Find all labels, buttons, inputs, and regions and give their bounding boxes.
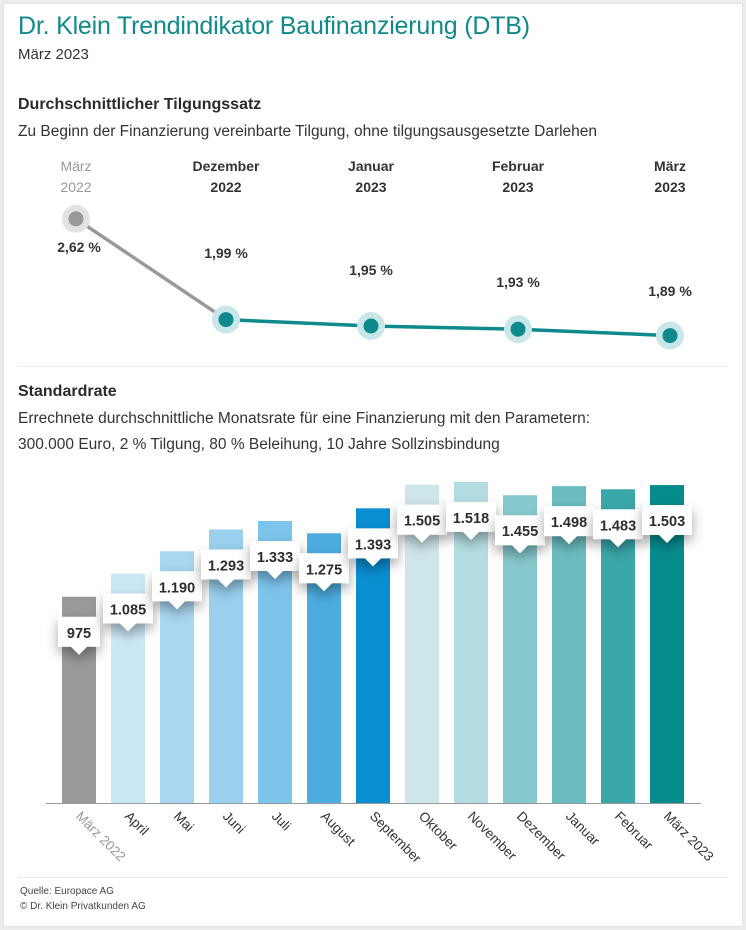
section-desc-line-1: Errechnete durchschnittliche Monatsrate … bbox=[18, 410, 591, 427]
category-month-label: März bbox=[60, 158, 91, 174]
callout-box bbox=[446, 501, 496, 540]
data-value-label: 1.503 bbox=[649, 514, 685, 530]
data-label-callout bbox=[593, 509, 643, 548]
category-month-label: Dezember bbox=[193, 158, 260, 174]
data-value-label: 1.275 bbox=[306, 562, 342, 578]
x-tick-label: Juli bbox=[269, 809, 294, 834]
callout-box bbox=[201, 549, 251, 588]
page-title: Dr. Klein Trendindikator Baufinanzierung… bbox=[18, 12, 530, 40]
data-value-label: 1.393 bbox=[355, 537, 391, 553]
data-label-callout bbox=[152, 571, 202, 610]
x-tick-label: April bbox=[122, 809, 152, 839]
x-tick-label: Dezember bbox=[514, 809, 569, 864]
x-tick-label: August bbox=[318, 809, 359, 850]
x-tick-label: März 2022 bbox=[73, 809, 129, 865]
data-value-label: 1.518 bbox=[453, 511, 489, 527]
data-value-label: 1.483 bbox=[600, 518, 636, 534]
x-tick-label: Februar bbox=[612, 809, 656, 853]
callout-box bbox=[544, 506, 594, 545]
callout-box bbox=[593, 509, 643, 548]
data-value-label: 975 bbox=[67, 626, 91, 642]
footer-copyright: © Dr. Klein Privatkunden AG bbox=[20, 901, 146, 912]
category-month-label: März bbox=[654, 158, 686, 174]
callout-box bbox=[495, 515, 545, 554]
data-value-label: 1.498 bbox=[551, 515, 587, 531]
footer-source: Quelle: Europace AG bbox=[20, 886, 114, 897]
page-subtitle: März 2023 bbox=[18, 46, 89, 63]
line-series-teal bbox=[225, 317, 671, 338]
callout-box bbox=[58, 616, 100, 655]
data-label-callout bbox=[544, 506, 594, 545]
data-point bbox=[662, 328, 678, 344]
x-tick-label: Mai bbox=[171, 809, 197, 835]
callout-box bbox=[250, 541, 300, 580]
data-label-callout bbox=[58, 616, 100, 655]
data-value-label: 1,99 % bbox=[204, 245, 248, 261]
data-label-callout bbox=[103, 593, 153, 632]
data-value-label: 1.333 bbox=[257, 550, 293, 566]
x-tick-label: Oktober bbox=[416, 809, 461, 854]
data-value-label: 1.455 bbox=[502, 524, 538, 540]
data-label-callout bbox=[348, 528, 398, 567]
data-label-callout bbox=[299, 553, 349, 592]
callout-box bbox=[348, 528, 398, 567]
data-label-callout bbox=[397, 504, 447, 543]
infographic-panel: Dr. Klein Trendindikator Baufinanzierung… bbox=[3, 3, 743, 927]
footer-divider bbox=[18, 877, 728, 878]
tilgungssatz-line-chart: März 2022 Dezember 2022 Januar 2023 Februar 202… bbox=[57, 158, 692, 350]
data-value-label: 1.085 bbox=[110, 602, 146, 618]
callout-box bbox=[397, 504, 447, 543]
data-value-label: 1,95 % bbox=[349, 262, 393, 278]
data-value-label: 1,89 % bbox=[648, 283, 692, 299]
section-title-standardrate: Standardrate bbox=[18, 383, 117, 400]
category-month-label: Februar bbox=[492, 158, 545, 174]
category-month-label: Januar bbox=[348, 158, 394, 174]
data-value-label: 1.190 bbox=[159, 580, 195, 596]
data-label-callout bbox=[201, 549, 251, 588]
section-desc-line-2: 300.000 Euro, 2 % Tilgung, 80 % Beleihun… bbox=[18, 436, 500, 453]
data-label-callout bbox=[250, 541, 300, 580]
callout-box bbox=[152, 571, 202, 610]
section-divider bbox=[18, 366, 728, 367]
category-year-label: 2022 bbox=[60, 179, 91, 195]
data-point bbox=[218, 312, 234, 328]
category-year-label: 2022 bbox=[210, 179, 241, 195]
x-tick-label: März 2023 bbox=[661, 809, 717, 865]
section-title-tilgungssatz: Durchschnittlicher Tilgungssatz bbox=[18, 96, 262, 113]
data-label-callout bbox=[642, 505, 692, 544]
callout-box bbox=[642, 505, 692, 544]
category-year-label: 2023 bbox=[502, 179, 533, 195]
data-point bbox=[510, 321, 526, 337]
callout-box bbox=[299, 553, 349, 592]
x-tick-label: Januar bbox=[563, 809, 603, 849]
x-tick-label: Juni bbox=[220, 809, 248, 837]
category-year-label: 2023 bbox=[654, 179, 685, 195]
line-segment-gray bbox=[75, 217, 227, 322]
x-tick-label: November bbox=[465, 809, 520, 864]
data-value-label: 1.505 bbox=[404, 514, 440, 530]
data-value-label: 1.293 bbox=[208, 558, 244, 574]
data-value-label: 2,62 % bbox=[57, 239, 101, 255]
data-point bbox=[363, 318, 379, 334]
data-label-callout bbox=[446, 501, 496, 540]
standardrate-bar-chart: 975 März 2022 1.085 April 1.190 Mai 1.293 Juni 1… bbox=[46, 481, 717, 867]
data-point bbox=[68, 211, 84, 227]
section-desc-tilgungssatz: Zu Beginn der Finanzierung vereinbarte T… bbox=[18, 123, 598, 140]
callout-box bbox=[103, 593, 153, 632]
data-label-callout bbox=[495, 515, 545, 554]
category-year-label: 2023 bbox=[355, 179, 386, 195]
x-tick-label: September bbox=[367, 809, 425, 867]
data-value-label: 1,93 % bbox=[496, 274, 540, 290]
